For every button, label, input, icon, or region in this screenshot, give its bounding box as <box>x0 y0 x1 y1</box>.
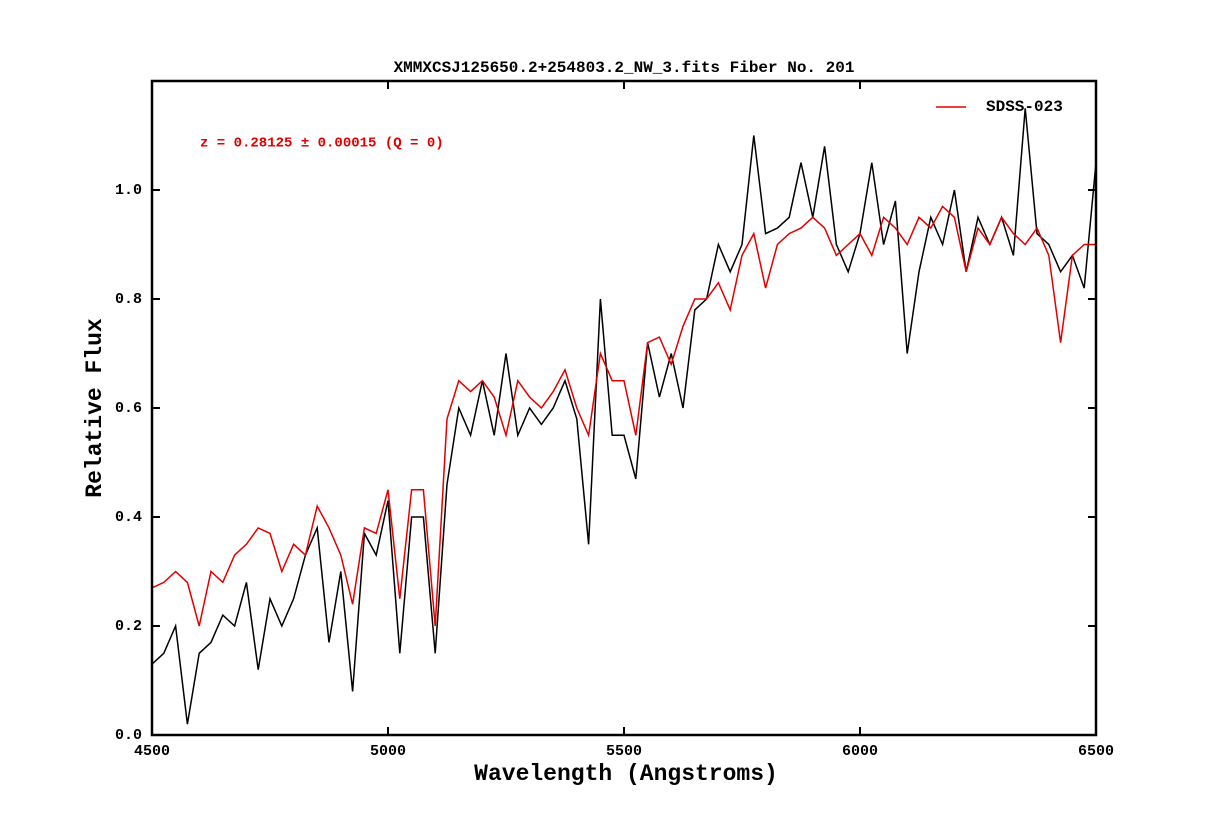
x-tick-label: 4500 <box>134 743 170 760</box>
chart-title: XMMXCSJ125650.2+254803.2_NW_3.fits Fiber… <box>394 59 855 77</box>
legend-label: SDSS-023 <box>986 98 1063 116</box>
y-tick-label: 0.2 <box>115 618 142 635</box>
y-tick-label: 1.0 <box>115 182 142 199</box>
x-tick-label: 6000 <box>842 743 878 760</box>
y-axis-label: Relative Flux <box>82 318 108 498</box>
y-tick-label: 0.0 <box>115 727 142 744</box>
x-axis-label: Wavelength (Angstroms) <box>474 761 778 787</box>
x-tick-label: 5500 <box>606 743 642 760</box>
y-tick-label: 0.8 <box>115 291 142 308</box>
y-tick-label: 0.4 <box>115 509 142 526</box>
y-tick-label: 0.6 <box>115 400 142 417</box>
plot-frame <box>150 79 1098 737</box>
x-tick-label: 6500 <box>1078 743 1114 760</box>
annotation: z = 0.28125 ± 0.00015 (Q = 0) <box>200 136 444 152</box>
series-line <box>152 205 1096 627</box>
series-line <box>152 108 1096 725</box>
x-tick-label: 5000 <box>370 743 406 760</box>
